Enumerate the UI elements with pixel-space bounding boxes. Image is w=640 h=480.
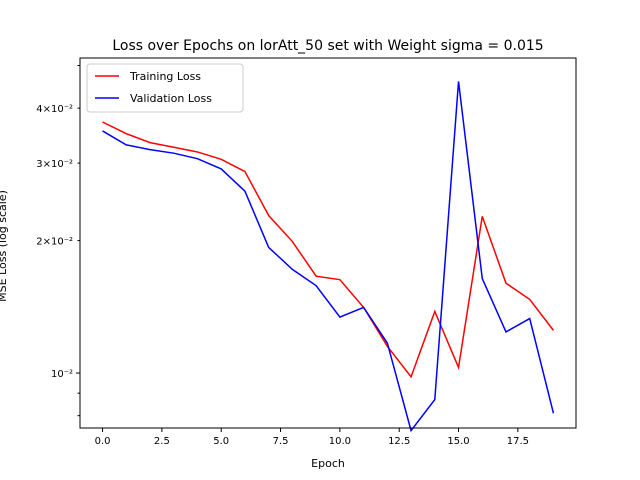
legend-label: Validation Loss xyxy=(130,92,212,105)
y-axis-label: MSE Loss (log scale) xyxy=(0,190,9,302)
y-tick-label: 3×10⁻² xyxy=(36,159,73,170)
plot-area xyxy=(79,57,577,433)
y-tick-label: 4×10⁻² xyxy=(36,104,73,115)
legend: Training Loss Validation Loss xyxy=(86,63,244,113)
x-tick-label: 15.0 xyxy=(447,436,469,447)
x-tick-label: 2.5 xyxy=(154,436,170,447)
y-axis: 10⁻² 2×10⁻² 3×10⁻² 4×10⁻² xyxy=(36,64,80,417)
chart-title: Loss over Epochs on lorAtt_50 set with W… xyxy=(112,38,543,54)
x-tick-label: 5.0 xyxy=(213,436,229,447)
legend-box xyxy=(86,63,244,113)
x-tick-label: 0.0 xyxy=(95,436,111,447)
x-axis: 0.0 2.5 5.0 7.5 10.0 12.5 15.0 17.5 xyxy=(95,428,529,447)
y-tick-label: 2×10⁻² xyxy=(36,237,73,248)
x-tick-label: 7.5 xyxy=(273,436,289,447)
series-line-validation-loss xyxy=(102,81,555,433)
legend-label: Training Loss xyxy=(129,70,201,83)
x-tick-label: 10.0 xyxy=(329,436,351,447)
plot-frame xyxy=(79,57,577,429)
series-line-training-loss xyxy=(102,121,555,379)
x-tick-label: 17.5 xyxy=(507,436,529,447)
y-tick-label: 10⁻² xyxy=(51,369,73,380)
x-axis-label: Epoch xyxy=(311,457,345,470)
x-tick-label: 12.5 xyxy=(388,436,410,447)
